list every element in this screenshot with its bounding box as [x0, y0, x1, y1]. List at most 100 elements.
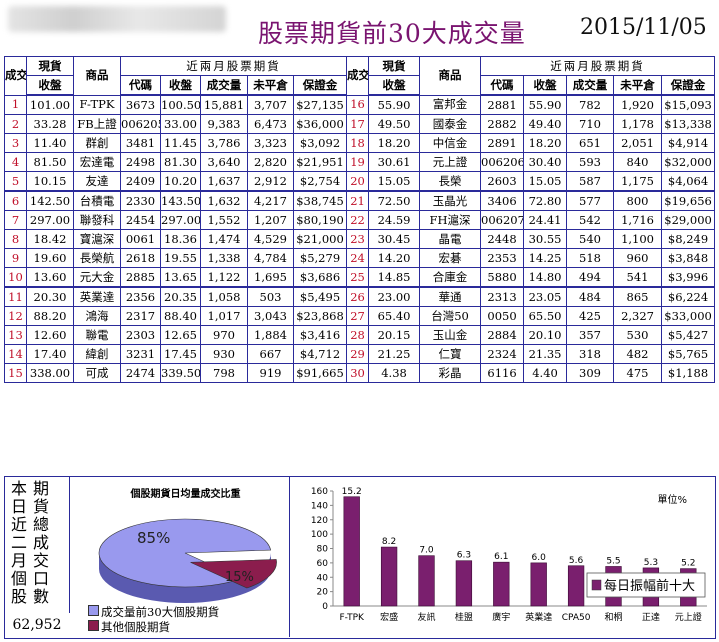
y-tick-label: 120	[311, 516, 328, 526]
cell-margin: $21,951	[292, 152, 348, 172]
cell-open-interest: 4,217	[247, 190, 294, 211]
cell-rank: 25	[346, 267, 370, 288]
cell-close: 81.30	[160, 152, 201, 172]
cell-close: 17.45	[160, 344, 201, 364]
cell-volume: 593	[566, 152, 615, 172]
cell-margin: $23,868	[292, 306, 348, 326]
cell-margin: $2,754	[292, 171, 348, 192]
cell-product: 聯發科	[73, 210, 121, 230]
cell-margin: $3,092	[292, 133, 348, 153]
cell-volume: 930	[200, 344, 248, 364]
bar	[418, 555, 435, 607]
cell-spot-close: 17.40	[26, 344, 74, 364]
cell-open-interest: 1,178	[613, 114, 663, 134]
cell-rank: 6	[4, 190, 27, 211]
table-row: 4 81.50 宏達電 2498 81.30 3,640 2,820 $21,951 19 30.…	[4, 152, 716, 172]
cell-code: 2409	[120, 171, 161, 192]
cell-volume: 1,474	[200, 229, 248, 249]
cell-code: 2618	[120, 248, 161, 268]
cell-code: 2317	[120, 306, 161, 326]
y-tick-label: 100	[311, 530, 328, 540]
cell-rank: 4	[4, 152, 27, 172]
cell-margin: $13,338	[661, 114, 716, 134]
cell-margin: $3,416	[292, 325, 348, 345]
cell-volume: 1,338	[200, 248, 248, 268]
cell-rank: 24	[346, 248, 370, 268]
cell-code: 3231	[120, 344, 161, 364]
cell-volume: 1,632	[200, 190, 248, 211]
col-volume-left: 成交量	[200, 75, 248, 96]
report-header: 股票期貨前30大成交量 2015/11/05	[0, 0, 719, 54]
cell-volume: 3,640	[200, 152, 248, 172]
cell-product: 群創	[73, 133, 121, 153]
cell-close: 12.65	[160, 325, 201, 345]
cell-code: 2454	[120, 210, 161, 230]
cell-volume: 587	[566, 171, 615, 192]
cell-rank: 9	[4, 248, 27, 268]
cell-open-interest: 530	[613, 325, 663, 345]
cell-code: 6116	[480, 363, 525, 383]
y-tick-label: 60	[317, 559, 329, 569]
pie-slice-other	[190, 559, 277, 589]
cell-rank: 29	[346, 344, 370, 364]
x-tick-label: 元上證	[675, 611, 702, 623]
cell-margin: $3,686	[292, 267, 348, 288]
group-title-right: 近兩月股票期貨	[480, 56, 716, 76]
cell-margin: $15,093	[661, 94, 716, 115]
table-row: 6 142.50 台積電 2330 143.50 1,632 4,217 $38,745 21 7…	[4, 190, 716, 211]
cell-margin: $91,665	[292, 363, 348, 383]
cell-spot-close: 20.30	[26, 286, 74, 307]
cell-product: 玉晶光	[419, 190, 482, 211]
cell-margin: $5,427	[661, 325, 716, 345]
cell-spot-close: 49.50	[368, 114, 421, 134]
cell-volume: 651	[566, 133, 615, 153]
spot-header-left: 現貨	[26, 56, 74, 76]
cell-product: 長榮	[419, 171, 482, 192]
table-row: 14 17.40 緯創 3231 17.45 930 667 $4,712 29 21.25 仁寶 2…	[4, 344, 716, 364]
cell-rank: 20	[346, 171, 370, 192]
cell-volume: 3,786	[200, 133, 248, 153]
pie-label-top30: 85%	[137, 529, 170, 547]
cell-rank: 3	[4, 133, 27, 153]
cell-open-interest: 2,327	[613, 306, 663, 326]
cell-spot-close: 101.00	[26, 94, 74, 115]
cell-close: 15.05	[523, 171, 568, 192]
cell-rank: 10	[4, 267, 27, 288]
cell-rank: 21	[346, 190, 370, 211]
cell-code: 2885	[120, 267, 161, 288]
cell-code: 006205	[120, 114, 161, 134]
cell-rank: 22	[346, 210, 370, 230]
y-tick-label: 160	[311, 487, 328, 497]
cell-open-interest: 840	[613, 152, 663, 172]
bar	[567, 565, 585, 607]
bar-value-label: 6.3	[457, 551, 471, 561]
cell-spot-close: 11.40	[26, 133, 74, 153]
cell-margin: $4,712	[292, 344, 348, 364]
bar-value-label: 15.2	[342, 487, 362, 497]
close-header-right: 收盤	[368, 75, 421, 96]
cell-open-interest: 503	[247, 286, 294, 307]
cell-code: 2891	[480, 133, 525, 153]
bar	[455, 560, 473, 607]
cell-code: 2882	[480, 114, 525, 134]
cell-product: 友達	[73, 171, 121, 192]
cell-product: 中信金	[419, 133, 482, 153]
cell-volume: 357	[566, 325, 615, 345]
cell-code: 3673	[120, 94, 161, 115]
table-row: 3 11.40 群創 3481 11.45 3,786 3,323 $3,092 18 18.20…	[4, 133, 716, 153]
cell-spot-close: 142.50	[26, 190, 74, 211]
cell-code: 2303	[120, 325, 161, 345]
bar	[530, 562, 547, 607]
cell-rank: 19	[346, 152, 370, 172]
bar-value-label: 5.3	[644, 558, 658, 568]
cell-spot-close: 12.60	[26, 325, 74, 345]
cell-product: 聯電	[73, 325, 121, 345]
cell-spot-close: 23.00	[368, 286, 421, 307]
cell-product: 可成	[73, 363, 121, 383]
cell-open-interest: 482	[613, 344, 663, 364]
cell-open-interest: 800	[613, 190, 663, 211]
cell-spot-close: 30.61	[368, 152, 421, 172]
cell-close: 339.50	[160, 363, 201, 383]
rank-header-right: 成交量排名	[346, 56, 370, 96]
cell-volume: 484	[566, 286, 615, 307]
